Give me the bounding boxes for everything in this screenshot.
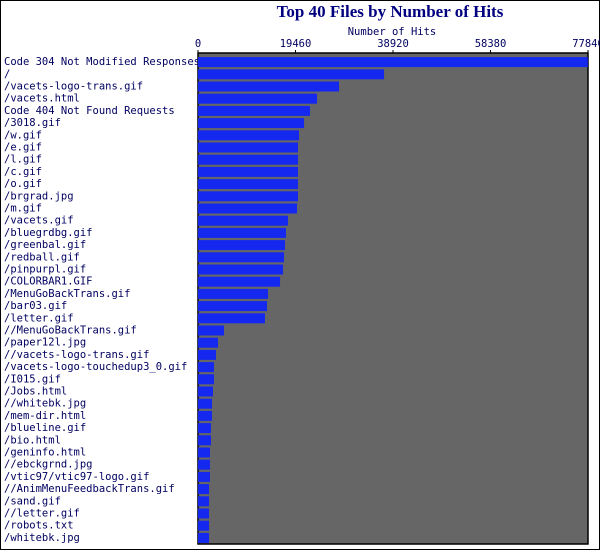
- y-tick-label: /o.gif: [4, 178, 42, 190]
- bar: [198, 398, 212, 409]
- y-tick-label: /brgrad.jpg: [4, 190, 74, 202]
- y-tick-label: /vacets.html: [4, 93, 80, 105]
- bar: [198, 203, 298, 214]
- bar: [198, 435, 211, 446]
- bar: [198, 520, 210, 531]
- x-tick-label: 38920: [377, 38, 409, 50]
- y-tick-label: /vacets-logo-trans.gif: [4, 81, 143, 93]
- y-tick-label: /COLORBAR1.GIF: [4, 276, 93, 288]
- y-tick-label: /vtic97/vtic97-logo.gif: [4, 471, 149, 483]
- y-tick-label: //whitebk.jpg: [4, 398, 86, 410]
- x-tick-label: 58380: [475, 38, 507, 50]
- y-tick-label: /I015.gif: [4, 373, 61, 385]
- bar: [198, 471, 211, 482]
- y-tick-label: /: [4, 68, 10, 80]
- bar: [198, 105, 310, 116]
- y-tick-label: /bar03.gif: [4, 300, 67, 312]
- y-tick-label: /l.gif: [4, 154, 42, 166]
- bar: [198, 496, 210, 507]
- bar: [198, 386, 213, 397]
- bar: [198, 508, 210, 519]
- x-tick-label: 19460: [280, 38, 312, 50]
- y-tick-label: //ebckgrnd.jpg: [4, 459, 93, 471]
- chart-title: Top 40 Files by Number of Hits: [277, 2, 504, 21]
- y-tick-label: /vacets-logo-touchedup3_0.gif: [4, 361, 187, 373]
- bar: [198, 142, 299, 153]
- bar: [198, 191, 299, 202]
- bar: [198, 215, 288, 226]
- bar: [198, 81, 339, 92]
- x-tick-label: 77840: [572, 38, 600, 50]
- y-tick-label: /vacets.gif: [4, 215, 74, 227]
- bar: [198, 69, 385, 80]
- bar: [198, 264, 284, 275]
- bar: [198, 166, 299, 177]
- bar: [198, 154, 299, 165]
- bar: [198, 93, 317, 104]
- y-tick-label: /sand.gif: [4, 495, 61, 507]
- y-tick-label: /bluegrdbg.gif: [4, 227, 93, 239]
- y-tick-label: /whitebk.jpg: [4, 532, 80, 544]
- y-tick-label: /MenuGoBackTrans.gif: [4, 288, 130, 300]
- bar: [198, 118, 305, 129]
- y-tick-label: /redball.gif: [4, 251, 80, 263]
- bar: [198, 410, 212, 421]
- bar: [198, 57, 588, 68]
- y-tick-label: /pinpurpl.gif: [4, 264, 86, 276]
- y-tick-label: Code 404 Not Found Requests: [4, 105, 175, 117]
- y-tick-label: /greenbal.gif: [4, 239, 86, 251]
- y-tick-label: /mem-dir.html: [4, 410, 86, 422]
- y-tick-label: /paper12l.jpg: [4, 337, 86, 349]
- y-tick-label: /Jobs.html: [4, 386, 67, 398]
- bar: [198, 374, 214, 385]
- bar: [198, 240, 286, 251]
- y-tick-label: //MenuGoBackTrans.gif: [4, 325, 137, 337]
- bar: [198, 423, 211, 434]
- y-tick-label: //letter.gif: [4, 508, 80, 520]
- y-tick-label: Code 304 Not Modified Responses: [4, 56, 200, 68]
- bar: [198, 484, 210, 495]
- y-tick-label: //vacets-logo-trans.gif: [4, 349, 149, 361]
- y-tick-label: /3018.gif: [4, 117, 61, 129]
- y-tick-label: /blueline.gif: [4, 422, 86, 434]
- bar: [198, 313, 265, 324]
- y-tick-label: /c.gif: [4, 166, 42, 178]
- bar: [198, 447, 211, 458]
- bar: [198, 252, 285, 263]
- bar: [198, 288, 268, 299]
- bar: [198, 227, 286, 238]
- bar: [198, 301, 267, 312]
- y-tick-label: /letter.gif: [4, 312, 74, 324]
- y-tick-label: //AnimMenuFeedbackTrans.gif: [4, 483, 175, 495]
- bar: [198, 337, 218, 348]
- y-tick-label: /m.gif: [4, 203, 42, 215]
- bar: [198, 276, 281, 287]
- y-tick-label: /robots.txt: [4, 520, 74, 532]
- bar: [198, 532, 210, 543]
- bar: [198, 349, 216, 360]
- bar: [198, 459, 211, 470]
- y-tick-label: /bio.html: [4, 434, 61, 446]
- bar: [198, 179, 299, 190]
- bar: [198, 362, 214, 373]
- x-tick-label: 0: [195, 38, 201, 50]
- bar: [198, 130, 300, 141]
- y-tick-label: /w.gif: [4, 129, 42, 141]
- y-tick-label: /e.gif: [4, 142, 42, 154]
- y-tick-label: /geninfo.html: [4, 447, 86, 459]
- x-axis-label: Number of Hits: [348, 26, 437, 38]
- bar: [198, 325, 225, 336]
